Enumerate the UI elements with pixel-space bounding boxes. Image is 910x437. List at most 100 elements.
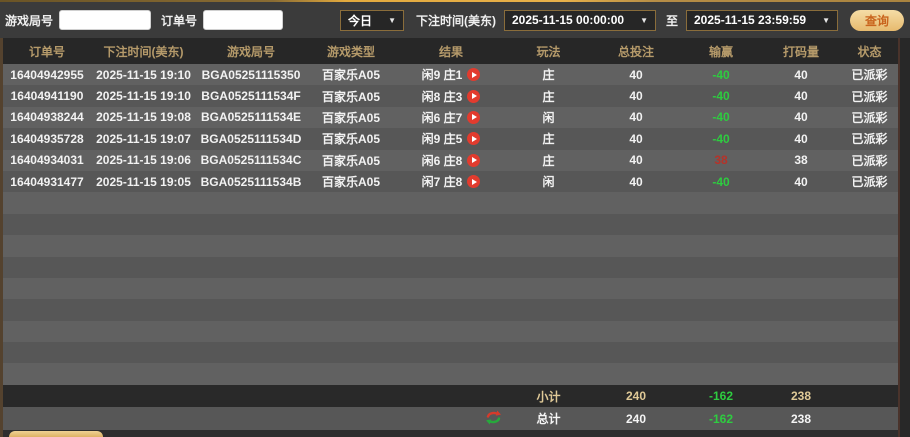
bet-time: 2025-11-15 19:05 (96, 174, 191, 189)
turnover: 40 (794, 131, 808, 146)
play-type: 庄 (542, 153, 555, 168)
game-round: BGA0525111534B (200, 174, 302, 189)
play-video-icon[interactable] (467, 153, 481, 167)
result: 闲6 庄7 (396, 109, 506, 126)
empty-row (3, 277, 898, 300)
order-no-label: 订单号 (161, 13, 198, 28)
empty-row (3, 299, 898, 321)
game-type: 百家乐A05 (321, 68, 380, 83)
bottom-button-peek[interactable] (9, 431, 103, 437)
col-header-5: 玩法 (536, 44, 561, 59)
order-no-input[interactable] (203, 10, 284, 30)
turnover: 38 (794, 153, 808, 168)
table-row: 16404934031 2025-11-15 19:06 BGA0525111534… (3, 149, 898, 171)
game-type: 百家乐A05 (321, 153, 380, 168)
start-time-select[interactable]: 2025-11-15 00:00:00 ▼ (503, 9, 656, 31)
chevron-down-icon: ▼ (640, 15, 648, 25)
win-loss: -40 (712, 131, 730, 146)
total-bet: 40 (629, 153, 643, 168)
play-type: 闲 (542, 175, 555, 190)
subtotal-turnover: 238 (790, 389, 812, 403)
game-round: BGA0525111534C (200, 153, 302, 168)
bet-time: 2025-11-15 19:07 (96, 131, 191, 146)
result-text: 闲7 庄8 (421, 175, 463, 190)
order-no: 16404935728 (10, 131, 84, 146)
game-round: BGA05251115350 (201, 67, 301, 82)
win-loss: -40 (712, 67, 730, 82)
col-header-1: 下注时间(美东) (103, 44, 184, 59)
total-win-loss: -162 (708, 411, 734, 426)
order-no: 16404934031 (10, 153, 84, 168)
status: 已派彩 (851, 153, 888, 168)
bet-time: 2025-11-15 19:10 (96, 89, 191, 104)
play-type: 庄 (542, 132, 555, 147)
end-time-value: 2025-11-15 23:59:59 (694, 13, 807, 27)
result: 闲8 庄3 (396, 88, 506, 105)
play-video-icon[interactable] (467, 110, 481, 124)
game-type: 百家乐A05 (321, 110, 380, 125)
order-no: 16404938244 (10, 110, 84, 125)
game-type: 百家乐A05 (321, 132, 380, 147)
play-video-icon[interactable] (467, 89, 481, 103)
status: 已派彩 (851, 110, 888, 125)
col-header-2: 游戏局号 (226, 44, 275, 59)
play-type: 庄 (542, 89, 555, 104)
total-label: 总计 (536, 412, 561, 426)
subtotal-label: 小计 (536, 389, 561, 404)
result: 闲6 庄8 (396, 152, 506, 169)
table-row: 16404941190 2025-11-15 19:10 BGA0525111534… (3, 85, 898, 107)
empty-row (3, 235, 898, 257)
bet-time: 2025-11-15 19:06 (96, 153, 191, 168)
col-header-6: 总投注 (617, 44, 654, 59)
bet-time: 2025-11-15 19:08 (96, 110, 191, 125)
left-border-edge (0, 38, 3, 437)
table-row: 16404931477 2025-11-15 19:05 BGA0525111534… (3, 170, 898, 193)
table-row: 16404935728 2025-11-15 19:07 BGA0525111534… (3, 128, 898, 150)
table-grid: 订单号 下注时间(美东) 游戏局号 游戏类型 结果 玩法 总投注 输赢 打码量 状态 164049… (3, 38, 898, 437)
table-row: 16404942955 2025-11-15 19:10 BGA0525111535… (3, 64, 898, 86)
play-type: 庄 (542, 68, 555, 83)
table-body: 16404942955 2025-11-15 19:10 BGA0525111535… (3, 64, 898, 385)
game-round-input[interactable] (59, 10, 152, 30)
subtotal-total-bet: 240 (625, 389, 647, 403)
play-video-icon[interactable] (467, 132, 481, 146)
chevron-down-icon: ▼ (822, 15, 830, 25)
play-video-icon[interactable] (467, 68, 481, 82)
end-time-select[interactable]: 2025-11-15 23:59:59 ▼ (686, 9, 838, 31)
game-type: 百家乐A05 (321, 89, 380, 104)
play-video-icon[interactable] (467, 175, 481, 189)
game-round: BGA0525111534D (200, 131, 302, 146)
top-accent-line (0, 0, 910, 2)
col-header-7: 输赢 (708, 44, 733, 59)
game-type: 百家乐A05 (321, 175, 380, 190)
total-bet: 40 (629, 174, 643, 189)
table-row: 16404938244 2025-11-15 19:08 BGA0525111534… (3, 106, 898, 129)
result-text: 闲6 庄8 (421, 153, 463, 168)
status: 已派彩 (851, 89, 888, 104)
total-total-bet: 240 (625, 411, 647, 426)
result-text: 闲9 庄5 (421, 132, 463, 147)
refresh-exchange-icon[interactable] (485, 410, 502, 428)
result-text: 闲8 庄3 (421, 89, 463, 104)
bet-time-label: 下注时间(美东) (415, 13, 496, 28)
turnover: 40 (794, 110, 808, 125)
result: 闲9 庄5 (396, 130, 506, 147)
col-header-4: 结果 (438, 44, 463, 59)
total-icon-slot (396, 410, 506, 428)
right-gutter (898, 38, 910, 437)
total-bet: 40 (629, 131, 643, 146)
total-bet: 40 (629, 110, 643, 125)
query-button[interactable]: 查询 (850, 9, 904, 31)
subtotal-win-loss: -162 (708, 389, 734, 403)
game-round-label: 游戏局号 (5, 13, 54, 28)
empty-row (3, 192, 898, 214)
col-header-3: 游戏类型 (326, 44, 375, 59)
total-row: 总计 240 -162 238 (3, 407, 898, 430)
empty-row (3, 363, 898, 385)
order-no: 16404942955 (10, 67, 84, 82)
filter-toolbar: 游戏局号 订单号 今日 ▼ 下注时间(美东) 2025-11-15 00:00:… (0, 2, 910, 38)
subtotal-row: 小计 240 -162 238 (3, 385, 898, 407)
empty-row (3, 213, 898, 236)
period-select[interactable]: 今日 ▼ (339, 9, 404, 31)
